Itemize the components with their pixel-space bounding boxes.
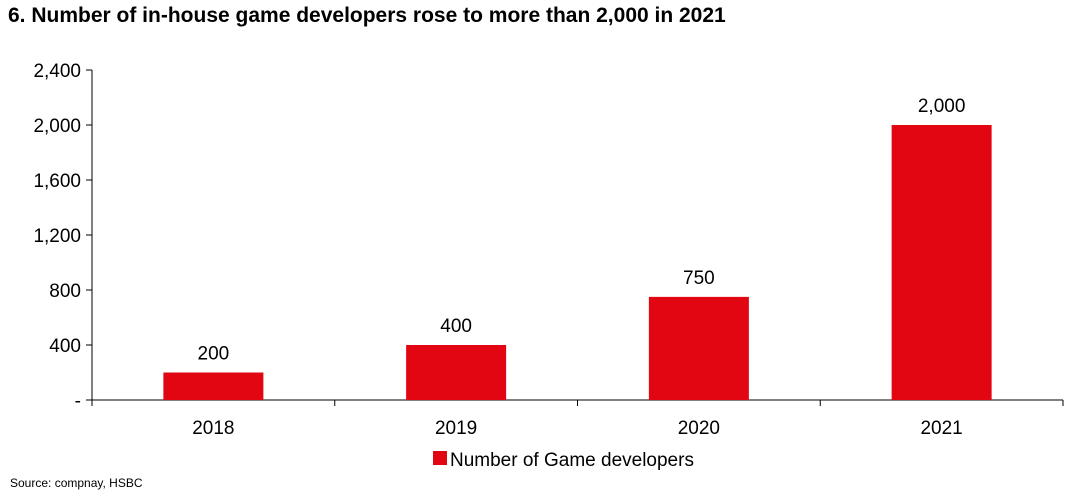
x-tick-label-2021: 2021: [920, 418, 962, 439]
data-label-2020: 750: [683, 268, 715, 289]
x-tick-label-2019: 2019: [435, 418, 477, 439]
x-tick-label-2018: 2018: [192, 418, 234, 439]
y-tick-label: 1,600: [33, 171, 81, 192]
data-label-2021: 2,000: [918, 96, 966, 117]
source-note: Source: compnay, HSBC: [10, 476, 143, 490]
data-label-2018: 200: [198, 344, 230, 365]
y-tick-label: 400: [49, 336, 81, 357]
bar-2021: [891, 125, 992, 400]
bar-2019: [406, 345, 507, 400]
y-tick-label: 800: [49, 281, 81, 302]
legend-label: Number of Game developers: [450, 450, 694, 471]
bar-2018: [163, 372, 264, 400]
x-tick-label-2020: 2020: [678, 418, 720, 439]
bar-2020: [648, 296, 749, 400]
chart-title: 6. Number of in-house game developers ro…: [8, 4, 726, 27]
y-tick-label: 2,400: [33, 61, 81, 82]
y-tick-label: 2,000: [33, 116, 81, 137]
legend-swatch: [433, 451, 447, 465]
y-tick-label: 1,200: [33, 226, 81, 247]
y-tick-label: -: [75, 391, 81, 412]
data-label-2019: 400: [440, 316, 472, 337]
